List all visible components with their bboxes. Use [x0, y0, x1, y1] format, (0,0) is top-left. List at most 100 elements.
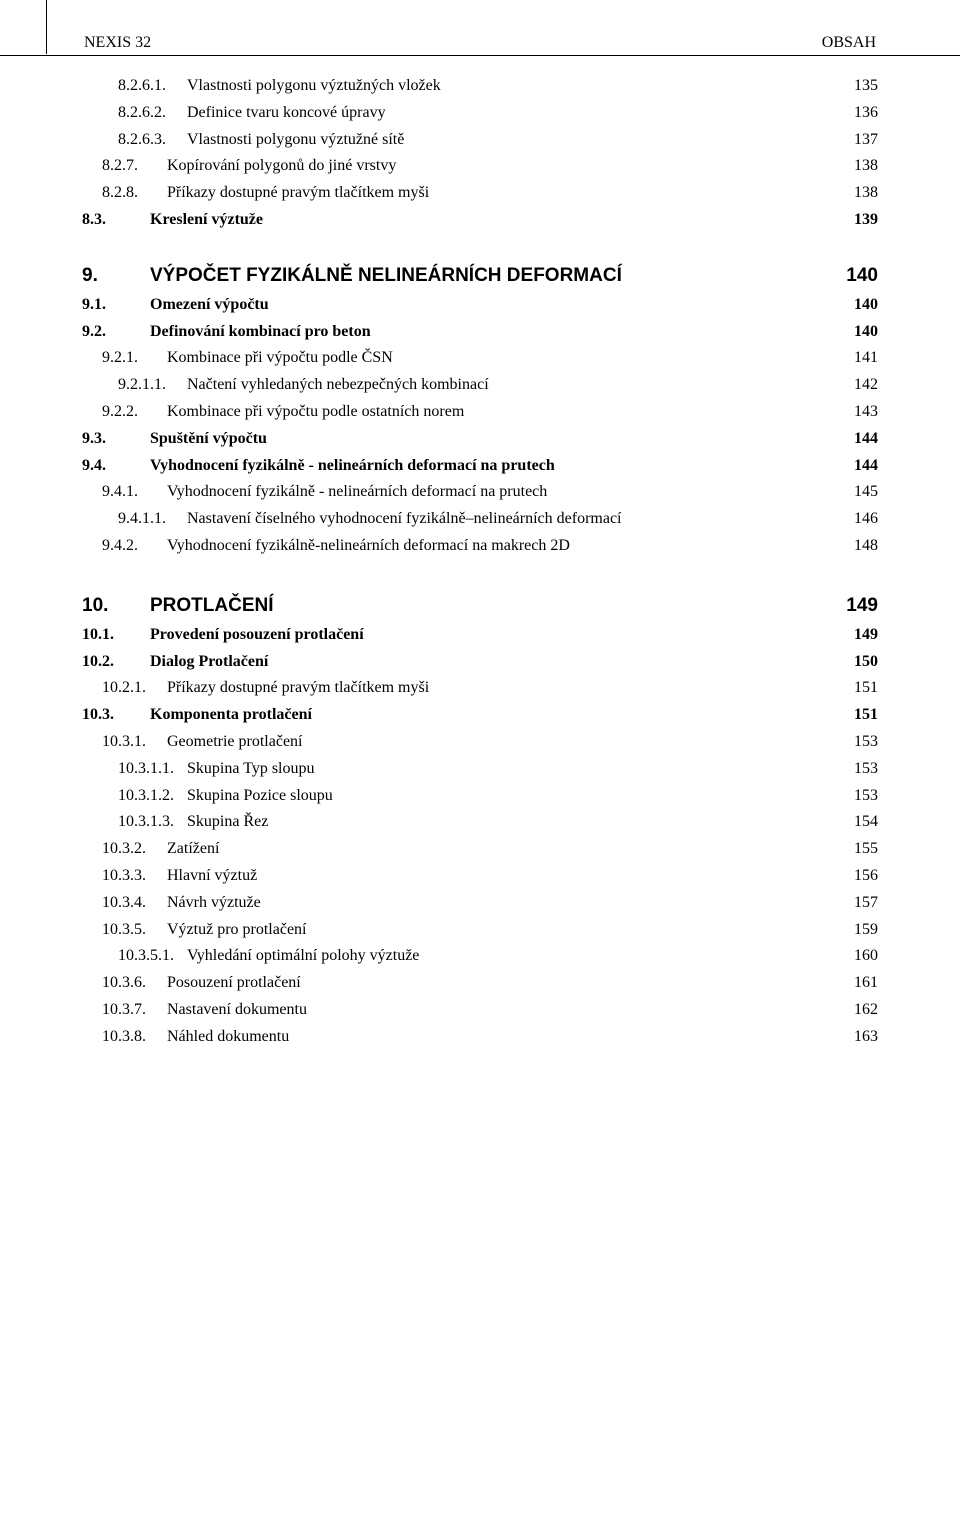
toc-num: 9.4.2. [82, 534, 167, 559]
toc-page: Načtení vyhledaných nebezpečných kombina… [187, 373, 838, 398]
toc-num: 10.3.1.3. [82, 810, 187, 835]
toc-row: 9.2.Definování kombinací pro beton140 [82, 320, 878, 345]
toc-row: 9.4.2.Vyhodnocení fyzikálně-nelineárních… [82, 534, 878, 559]
toc-page: Dialog Protlačení [150, 650, 838, 675]
toc-num: 9.2. [82, 320, 150, 345]
toc-page: Omezení výpočtu [150, 293, 838, 318]
toc-page: Vlastnosti polygonu výztužné sítě [187, 128, 838, 153]
toc-page: Vyhodnocení fyzikálně-nelineárních defor… [167, 534, 838, 559]
toc-row: 10.3.2.Zatížení155 [82, 837, 878, 862]
toc-num: 9.2.1. [82, 346, 167, 371]
toc-page: Kopírování polygonů do jiné vrstvy [167, 154, 838, 179]
toc-num: 8.3. [82, 208, 150, 233]
toc-page: Vyhledání optimální polohy výztuže [187, 944, 838, 969]
toc-row: 10.3.Komponenta protlačení151 [82, 703, 878, 728]
toc-num: 8.2.7. [82, 154, 167, 179]
toc-page: Kombinace při výpočtu podle ČSN [167, 346, 838, 371]
toc-row: 9.3.Spuštění výpočtu144 [82, 427, 878, 452]
toc-num: 10.3.3. [82, 864, 167, 889]
toc-page: Výztuž pro protlačení [167, 918, 838, 943]
toc-page: Vyhodnocení fyzikálně - nelineárních def… [150, 454, 838, 479]
toc-row: 8.2.6.2.Definice tvaru koncové úpravy136 [82, 101, 878, 126]
toc-page: Návrh výztuže [167, 891, 838, 916]
toc-num: 9.2.1.1. [82, 373, 187, 398]
toc-num: 10.3.8. [82, 1025, 167, 1050]
toc-row: 9.4.1.1.Nastavení číselného vyhodnocení … [82, 507, 878, 532]
toc-num: 8.2.6.3. [82, 128, 187, 153]
toc-num: 9.3. [82, 427, 150, 452]
toc-row: 8.2.6.3.Vlastnosti polygonu výztužné sít… [82, 128, 878, 153]
toc-num: 9.2.2. [82, 400, 167, 425]
toc-row: 9.4.1.Vyhodnocení fyzikálně - nelineární… [82, 480, 878, 505]
toc-row: 10.3.1.1.Skupina Typ sloupu153 [82, 757, 878, 782]
toc-row: 8.2.7.Kopírování polygonů do jiné vrstvy… [82, 154, 878, 179]
toc-num: 10.3.2. [82, 837, 167, 862]
toc-row: 8.2.8.Příkazy dostupné pravým tlačítkem … [82, 181, 878, 206]
toc-num: 10.3.1.2. [82, 784, 187, 809]
toc-row: 10.3.7.Nastavení dokumentu162 [82, 998, 878, 1023]
toc-page: Zatížení [167, 837, 838, 862]
toc-page: Kreslení výztuže [150, 208, 838, 233]
toc-num: 10.3.5.1. [82, 944, 187, 969]
toc-row: 10.1.Provedení posouzení protlačení149 [82, 623, 878, 648]
toc-row: 10.3.6.Posouzení protlačení161 [82, 971, 878, 996]
toc-page: Spuštění výpočtu [150, 427, 838, 452]
toc-title: VÝPOČET FYZIKÁLNĚ NELINEÁRNÍCH DEFORMACÍ [150, 265, 818, 287]
toc-row: 10.3.1.Geometrie protlačení153 [82, 730, 878, 755]
toc-row: 10.3.5.1.Vyhledání optimální polohy výzt… [82, 944, 878, 969]
toc-page: Vlastnosti polygonu výztužných vložek [187, 74, 838, 99]
toc-row: 10.2.1.Příkazy dostupné pravým tlačítkem… [82, 676, 878, 701]
toc-num: 10.3.1.1. [82, 757, 187, 782]
toc-page: Definování kombinací pro beton [150, 320, 838, 345]
toc-num: 9.1. [82, 293, 150, 318]
toc-num: 9.4. [82, 454, 150, 479]
toc-num: 8.2.8. [82, 181, 167, 206]
toc-row: 10.3.3.Hlavní výztuž156 [82, 864, 878, 889]
header-left: NEXIS 32 [84, 34, 151, 52]
toc-num: 9. [82, 265, 150, 287]
toc-row: 10.3.1.2.Skupina Pozice sloupu153 [82, 784, 878, 809]
page: NEXIS 32 OBSAH 8.2.6.1.Vlastnosti polygo… [0, 0, 960, 1528]
header-rule [0, 55, 960, 56]
toc-page: Příkazy dostupné pravým tlačítkem myši [167, 181, 838, 206]
toc-page: Vyhodnocení fyzikálně - nelineárních def… [167, 480, 838, 505]
toc-page: Skupina Typ sloupu [187, 757, 838, 782]
page-header: NEXIS 32 OBSAH [82, 34, 878, 54]
toc-page: Provedení posouzení protlačení [150, 623, 838, 648]
toc-row: 10.3.8.Náhled dokumentu163 [82, 1025, 878, 1050]
toc-row: 9.2.1.Kombinace při výpočtu podle ČSN141 [82, 346, 878, 371]
toc-page: Geometrie protlačení [167, 730, 838, 755]
toc-num: 10.1. [82, 623, 150, 648]
toc-page: Příkazy dostupné pravým tlačítkem myši [167, 676, 838, 701]
toc-num: 10.3.1. [82, 730, 167, 755]
toc-row: 9.2.2.Kombinace při výpočtu podle ostatn… [82, 400, 878, 425]
toc-num: 10.3.4. [82, 891, 167, 916]
toc-page: Hlavní výztuž [167, 864, 838, 889]
toc-row: 10.3.4.Návrh výztuže157 [82, 891, 878, 916]
toc-row: 10.3.5.Výztuž pro protlačení159 [82, 918, 878, 943]
toc-num: 10.3.5. [82, 918, 167, 943]
toc-num: 10.3.7. [82, 998, 167, 1023]
toc-row: 9.2.1.1.Načtení vyhledaných nebezpečných… [82, 373, 878, 398]
toc-num: 10.2.1. [82, 676, 167, 701]
toc-num: 10. [82, 595, 150, 617]
header-right: OBSAH [822, 34, 876, 52]
toc-row: 8.3.Kreslení výztuže139 [82, 208, 878, 233]
toc-body: 8.2.6.1.Vlastnosti polygonu výztužných v… [82, 74, 878, 1050]
toc-row: 10.3.1.3.Skupina Řez154 [82, 810, 878, 835]
toc-num: 10.2. [82, 650, 150, 675]
toc-page: Nastavení číselného vyhodnocení fyzikáln… [187, 507, 838, 532]
toc-title: PROTLAČENÍ [150, 595, 818, 617]
header-vertical-rule [46, 0, 47, 54]
toc-num: 8.2.6.1. [82, 74, 187, 99]
toc-page: Skupina Řez [187, 810, 838, 835]
toc-page: 140 [818, 265, 878, 287]
toc-num: 9.4.1.1. [82, 507, 187, 532]
toc-section-heading: 9.VÝPOČET FYZIKÁLNĚ NELINEÁRNÍCH DEFORMA… [82, 265, 878, 287]
toc-page: Skupina Pozice sloupu [187, 784, 838, 809]
toc-num: 10.3.6. [82, 971, 167, 996]
toc-page: Náhled dokumentu [167, 1025, 838, 1050]
toc-num: 8.2.6.2. [82, 101, 187, 126]
toc-page: Posouzení protlačení [167, 971, 838, 996]
toc-num: 9.4.1. [82, 480, 167, 505]
